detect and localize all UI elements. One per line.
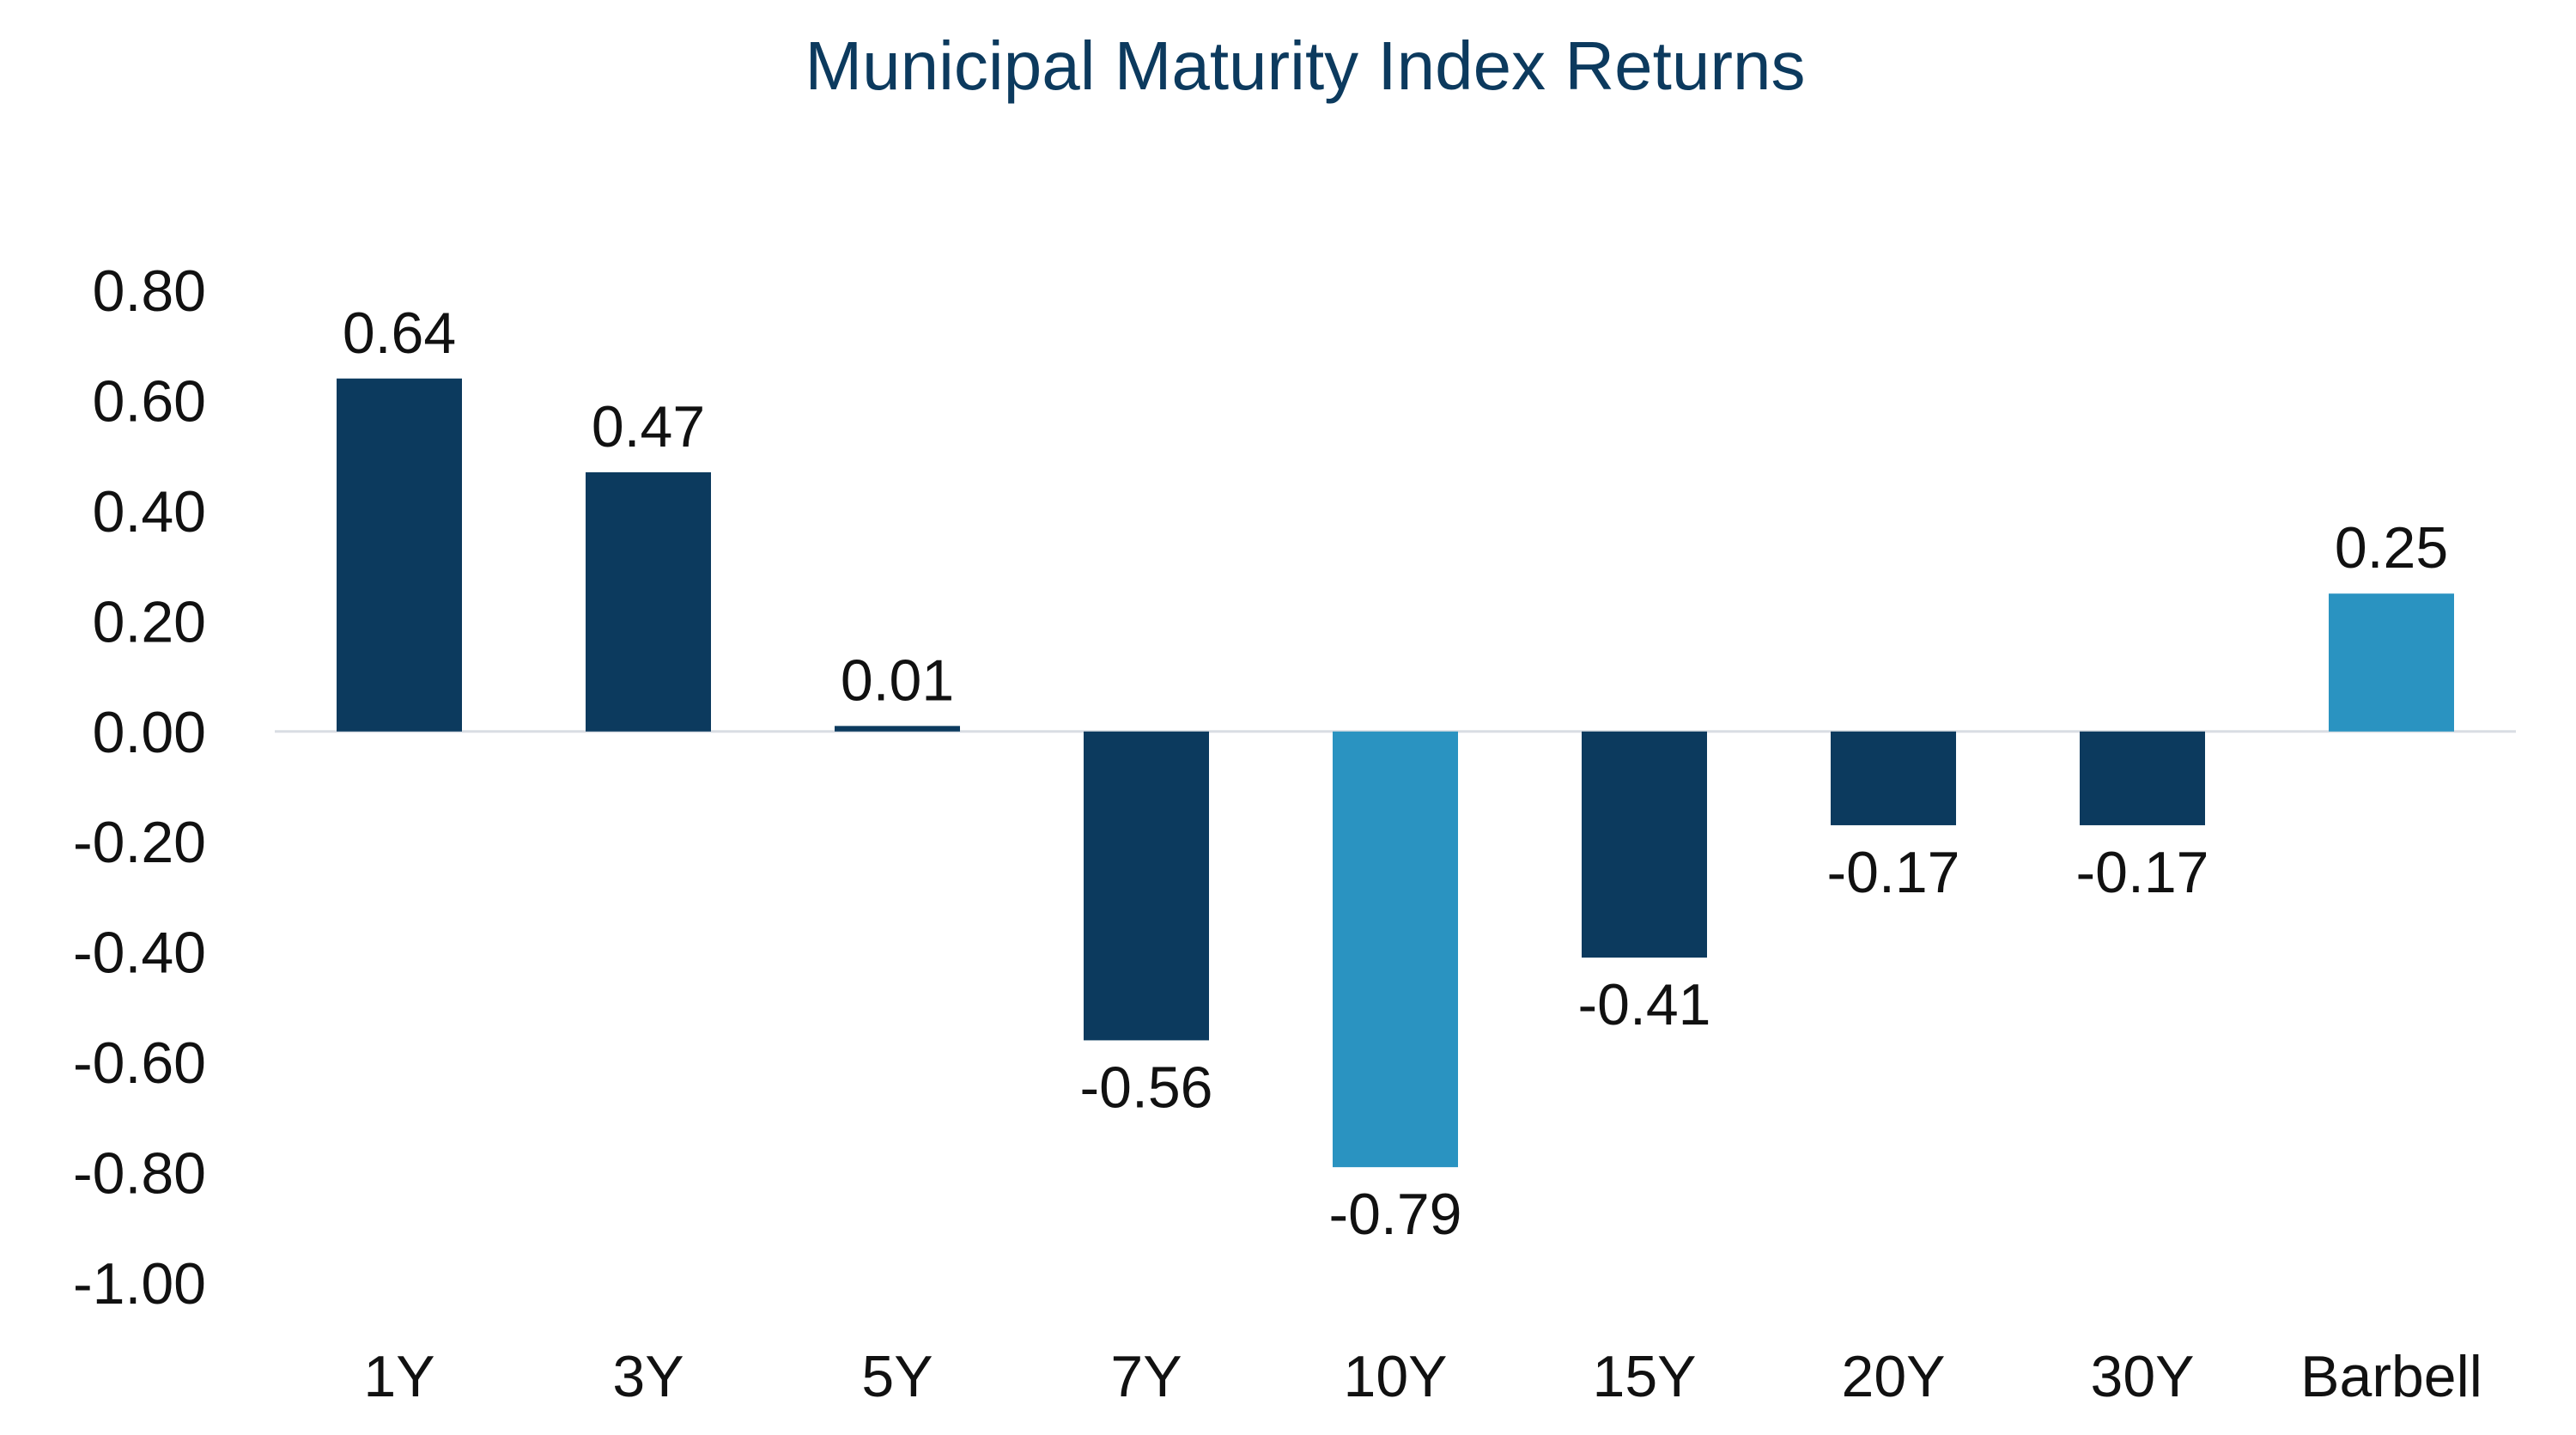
x-tick-label: 3Y [612, 1344, 683, 1409]
bar-value-label: -0.41 [1578, 972, 1711, 1037]
bar [835, 726, 960, 732]
x-tick-label: Barbell [2300, 1344, 2482, 1409]
x-tick-label: 5Y [861, 1344, 933, 1409]
bar-value-label: -0.79 [1329, 1182, 1462, 1247]
x-tick-label: 10Y [1344, 1344, 1448, 1409]
x-tick-label: 30Y [2091, 1344, 2195, 1409]
y-tick-label: 0.00 [93, 700, 206, 765]
bar-value-label: -0.17 [1827, 840, 1960, 905]
y-tick-label: -1.00 [73, 1251, 206, 1316]
bar [1582, 731, 1707, 958]
y-tick-label: -0.20 [73, 810, 206, 875]
bar [2080, 731, 2205, 825]
y-tick-label: 0.60 [93, 368, 206, 434]
y-tick-label: 0.40 [93, 479, 206, 544]
chart-title: Municipal Maturity Index Returns [805, 27, 1806, 104]
x-tick-label: 15Y [1593, 1344, 1697, 1409]
y-tick-label: -0.60 [73, 1031, 206, 1096]
bar-series [337, 378, 2454, 1168]
y-tick-label: -0.80 [73, 1141, 206, 1207]
x-tick-label: 7Y [1110, 1344, 1182, 1409]
bar [586, 471, 711, 732]
y-axis: 0.80 0.60 0.40 0.20 0.00 -0.20 -0.40 -0.60 -0.80… [73, 258, 206, 1316]
bar-value-label: -0.56 [1080, 1055, 1213, 1120]
data-labels: 0.64 0.47 0.01 -0.56 -0.79 -0.41 -0.17 -0.17 0.2… [343, 301, 2448, 1247]
bar [2329, 593, 2454, 732]
bar [1333, 731, 1458, 1168]
bar-value-label: 0.01 [841, 648, 954, 713]
bar [1084, 731, 1209, 1041]
bar [337, 378, 462, 732]
y-tick-label: 0.80 [93, 258, 206, 324]
x-tick-label: 20Y [1842, 1344, 1946, 1409]
bar [1831, 731, 1956, 825]
bar-value-label: 0.47 [592, 394, 705, 459]
x-axis: 1Y 3Y 5Y 7Y 10Y 15Y 20Y 30Y Barbell [363, 1344, 2482, 1409]
bar-value-label: 0.64 [343, 301, 456, 366]
x-tick-label: 1Y [363, 1344, 434, 1409]
bar-value-label: 0.25 [2335, 515, 2448, 581]
y-tick-label: 0.20 [93, 589, 206, 654]
bar-value-label: -0.17 [2076, 840, 2209, 905]
y-tick-label: -0.40 [73, 921, 206, 986]
